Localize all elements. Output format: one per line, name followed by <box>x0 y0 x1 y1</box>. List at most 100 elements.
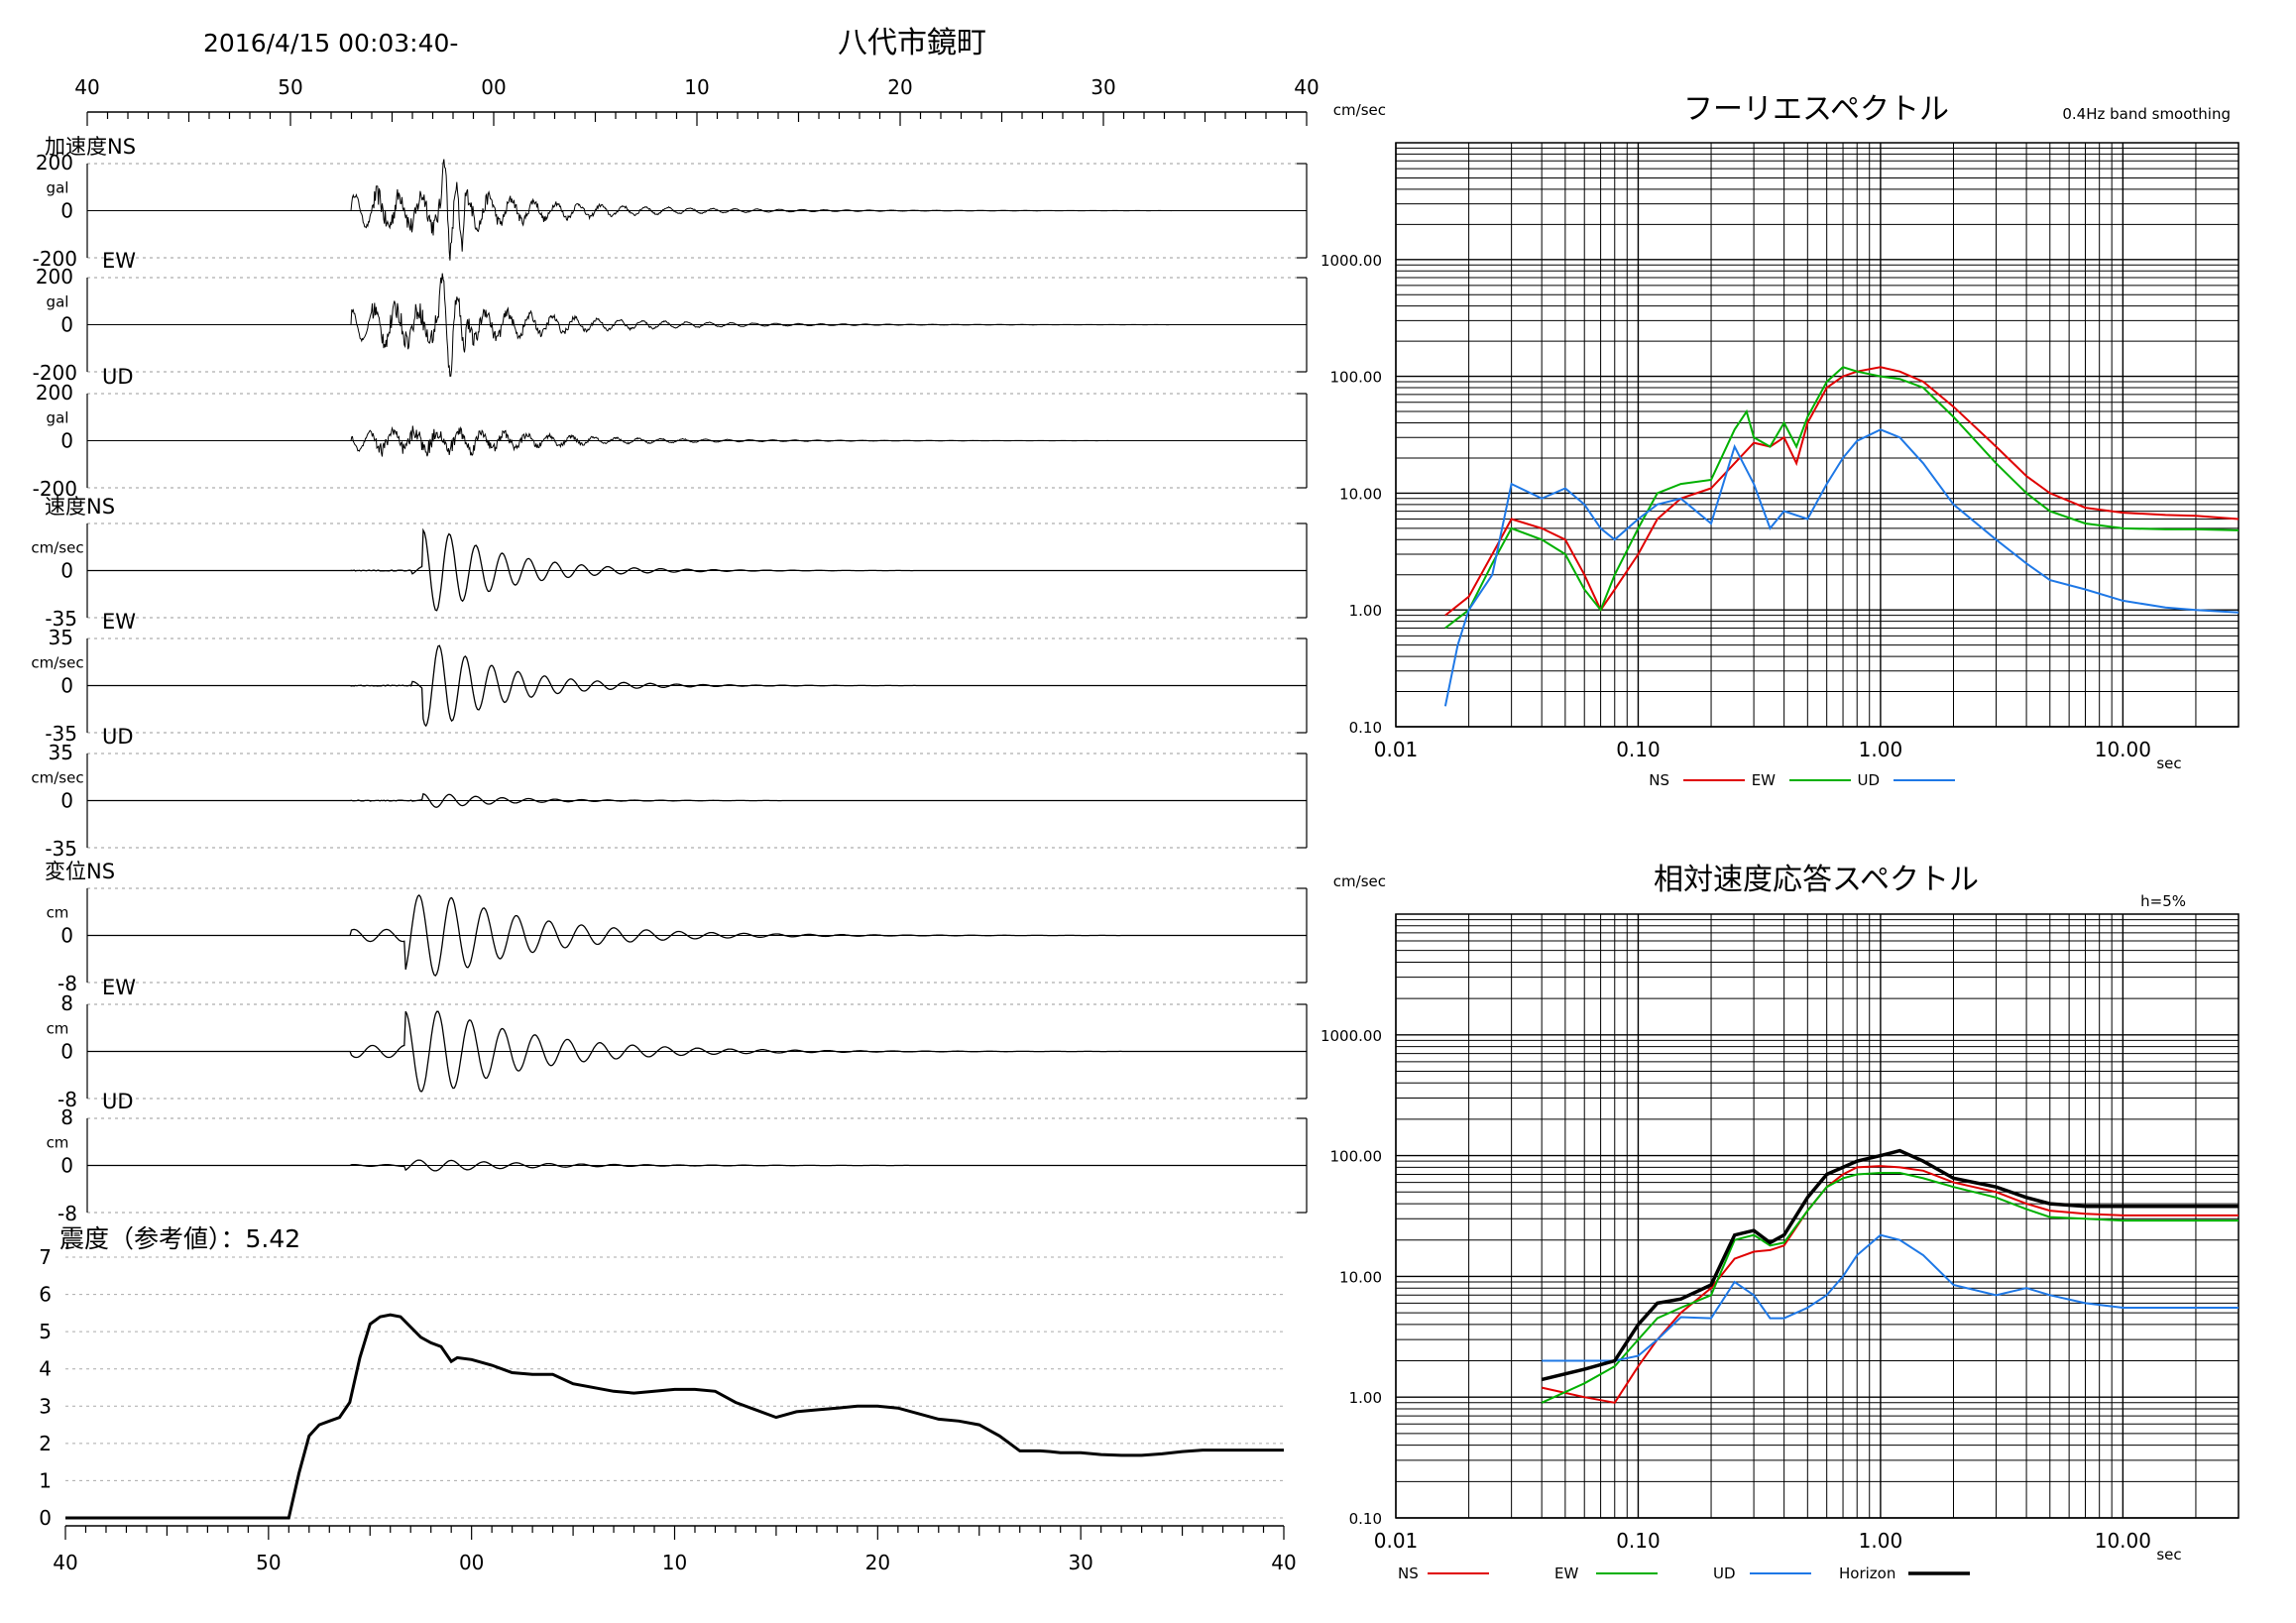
intensity-chart: 震度（参考値）：5.42 0 1 2 3 4 5 6 7 40 50 00 10 20 30 40 <box>39 1224 1296 1574</box>
component-label: NS <box>86 495 115 519</box>
panel-bottom-value: -35 <box>45 607 77 631</box>
component-label: UD <box>102 1090 134 1113</box>
panel-bottom-value: -200 <box>33 247 77 271</box>
spectrum-series-ud <box>1542 1233 2239 1362</box>
waveform-panel-ud: UD 8 0 -8 cm <box>47 1090 1308 1225</box>
waveform-panel-ns: 速度 NS 0 -35 cm/sec <box>31 495 1308 631</box>
spectrum-y-tick: 0.10 <box>1349 719 1382 737</box>
spectrum-series-ud <box>1443 428 2239 707</box>
response-title: 相対速度応答スペクトル <box>1654 863 1979 897</box>
fourier-legend-label: EW <box>1752 771 1776 789</box>
component-label: EW <box>102 610 136 634</box>
waveform-panel-ew: EW 200 0 -200 gal <box>33 249 1308 385</box>
spectrum-series-horizon <box>1541 1148 2239 1382</box>
spectrum-y-tick: 100.00 <box>1330 1148 1383 1166</box>
panel-top-value: 200 <box>36 381 73 405</box>
group-label: 加速度 <box>45 135 107 159</box>
spectrum-y-tick: 10.00 <box>1339 1268 1382 1286</box>
panel-zero-value: 0 <box>60 789 73 813</box>
panel-zero-value: 0 <box>60 1154 73 1178</box>
panel-zero-value: 0 <box>60 313 73 337</box>
intensity-y-tick: 7 <box>39 1245 52 1269</box>
intensity-y-tick: 5 <box>39 1320 52 1343</box>
spectrum-y-tick: 0.10 <box>1349 1510 1382 1528</box>
panel-bottom-value: -35 <box>45 722 77 746</box>
panel-unit: cm/sec <box>31 654 83 672</box>
spectrum-x-tick: 0.10 <box>1616 738 1661 761</box>
spectrum-y-unit: cm/sec <box>1333 101 1386 119</box>
intensity-x-tick: 50 <box>256 1551 281 1574</box>
component-label: UD <box>102 725 134 749</box>
spectrum-x-tick: 10.00 <box>2095 1529 2151 1553</box>
panel-zero-value: 0 <box>60 1040 73 1064</box>
panel-zero-value: 0 <box>60 559 73 583</box>
panel-bottom-value: -35 <box>45 837 77 861</box>
spectrum-y-tick: 1.00 <box>1349 1389 1382 1407</box>
spectrum-x-tick: 0.01 <box>1374 1529 1419 1553</box>
spectrum-x-tick: 0.01 <box>1374 738 1419 761</box>
spectrum-y-tick: 1.00 <box>1349 602 1382 620</box>
intensity-y-tick: 4 <box>39 1357 52 1381</box>
panel-unit: gal <box>47 409 69 427</box>
group-label: 速度 <box>45 495 86 519</box>
fourier-title: フーリエスペクトル <box>1683 92 1949 127</box>
record-datetime: 2016/4/15 00:03:40- <box>203 29 458 58</box>
spectrum-x-tick: 10.00 <box>2095 738 2151 761</box>
panel-top-value: 8 <box>60 991 73 1015</box>
panel-zero-value: 0 <box>60 924 73 948</box>
spectrum-x-tick: 1.00 <box>1859 738 1903 761</box>
component-label: NS <box>107 135 136 159</box>
intensity-y-tick: 0 <box>39 1506 52 1530</box>
panel-zero-value: 0 <box>60 429 73 453</box>
spectrum-frame <box>1395 142 2239 728</box>
intensity-line <box>65 1313 1284 1520</box>
time-axis-label: 30 <box>1091 75 1115 99</box>
spectrum-x-tick: 1.00 <box>1859 1529 1903 1553</box>
waveform-trace-ew <box>87 273 1307 377</box>
spectrum-y-tick: 1000.00 <box>1320 1027 1382 1045</box>
spectrum-y-tick: 1000.00 <box>1320 252 1382 270</box>
intensity-x-tick: 40 <box>53 1551 77 1574</box>
panel-zero-value: 0 <box>60 674 73 698</box>
panel-bottom-value: -8 <box>57 1088 77 1111</box>
response-legend-label: Horizon <box>1839 1565 1895 1582</box>
panel-unit: cm <box>47 1134 69 1152</box>
panel-bottom-value: -8 <box>57 972 77 995</box>
panel-top-value: 35 <box>49 741 73 764</box>
group-label: 変位 <box>45 860 86 883</box>
panel-top-value: 35 <box>49 626 73 649</box>
panel-unit: gal <box>47 179 69 197</box>
spectrum-series-ns <box>1444 366 2239 617</box>
time-axis-label: 20 <box>887 75 912 99</box>
spectrum-y-tick: 100.00 <box>1330 369 1383 387</box>
panel-top-value: 200 <box>36 151 73 174</box>
waveform-time-axis: 40 50 00 10 20 30 40 <box>74 75 1320 126</box>
waveform-trace-ud <box>87 425 1307 457</box>
waveform-panel-ud: UD 35 0 -35 cm/sec <box>31 725 1308 861</box>
panel-top-value: 8 <box>60 1105 73 1129</box>
waveform-trace-ns <box>87 527 1307 612</box>
panel-top-value: 200 <box>36 265 73 289</box>
response-legend-label: UD <box>1713 1565 1736 1582</box>
intensity-x-tick: 40 <box>1271 1551 1296 1574</box>
time-axis-label: 40 <box>74 75 99 99</box>
intensity-title: 震度（参考値）：5.42 <box>59 1224 300 1253</box>
fourier-legend-label: UD <box>1857 771 1880 789</box>
intensity-x-tick: 30 <box>1068 1551 1092 1574</box>
panel-unit: cm/sec <box>31 539 83 557</box>
waveform-trace-ew <box>87 1010 1307 1093</box>
spectrum-x-unit: sec <box>2156 754 2181 772</box>
waveform-panel-ew: EW 8 0 -8 cm <box>47 976 1308 1111</box>
spectrum-x-tick: 0.10 <box>1616 1529 1661 1553</box>
waveform-panel-ns: 加速度 NS 200 0 -200 gal <box>33 135 1308 271</box>
waveform-trace-ud <box>87 792 1307 808</box>
component-label: NS <box>86 860 115 883</box>
intensity-x-tick: 10 <box>662 1551 687 1574</box>
intensity-x-tick: 00 <box>459 1551 484 1574</box>
panel-unit: gal <box>47 293 69 311</box>
panel-unit: cm <box>47 904 69 922</box>
waveform-trace-ns <box>87 159 1307 261</box>
